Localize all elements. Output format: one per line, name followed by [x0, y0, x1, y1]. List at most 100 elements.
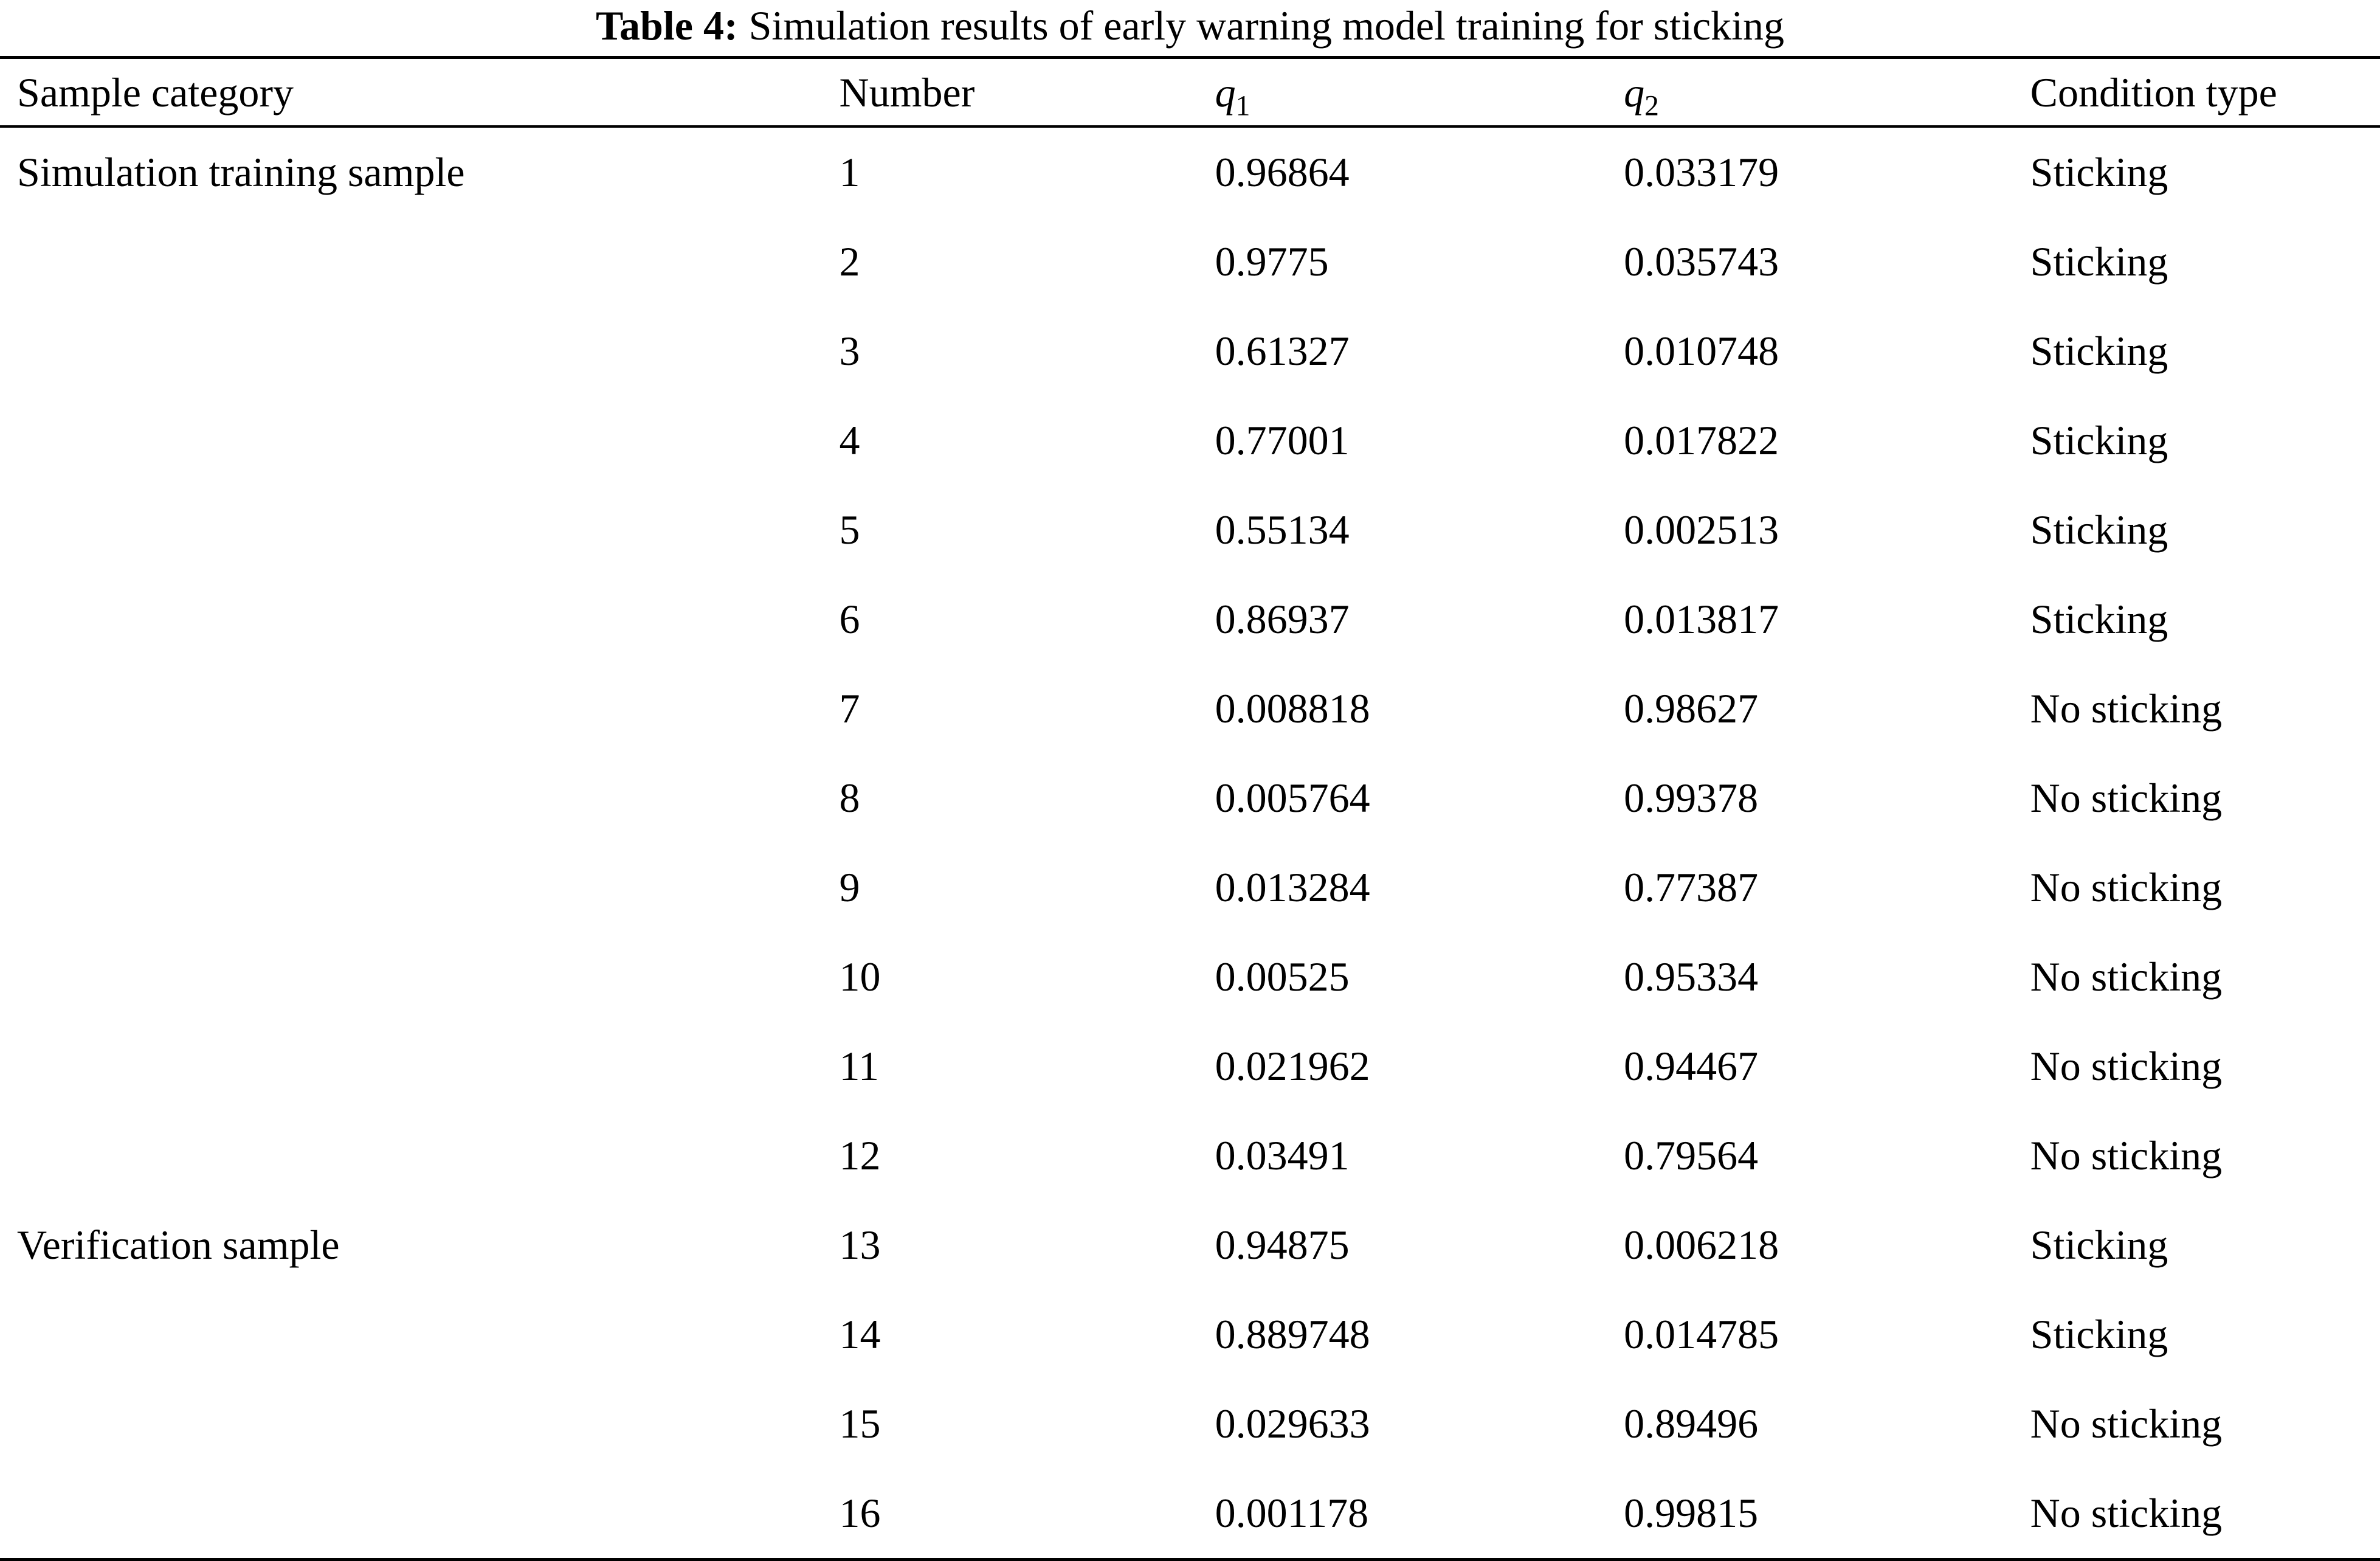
cell-number: 6 [839, 596, 860, 642]
cell-condition-type: No sticking [2030, 685, 2223, 732]
cell-q2: 0.033179 [1624, 149, 1779, 195]
cell-q1: 0.61327 [1215, 328, 1350, 374]
cell-sample-category: Simulation training sample [17, 149, 465, 195]
table-row: 9 0.013284 0.77387 No sticking [0, 843, 2380, 932]
cell-sample-category [0, 217, 840, 306]
cell-q1: 0.94875 [1215, 1222, 1350, 1268]
table-row: 7 0.008818 0.98627 No sticking [0, 664, 2380, 753]
cell-number: 9 [839, 864, 860, 910]
cell-sample-category [0, 306, 840, 396]
table-row: 16 0.001178 0.99815 No sticking [0, 1469, 2380, 1560]
cell-q2: 0.006218 [1624, 1222, 1779, 1268]
table-row: 5 0.55134 0.002513 Sticking [0, 485, 2380, 575]
cell-condition-type: No sticking [2030, 864, 2223, 910]
cell-q2: 0.98627 [1624, 685, 1759, 732]
cell-sample-category [0, 1469, 840, 1560]
cell-q2: 0.95334 [1624, 954, 1759, 1000]
table-row: 3 0.61327 0.010748 Sticking [0, 306, 2380, 396]
cell-q1: 0.005764 [1215, 775, 1370, 821]
cell-q1: 0.001178 [1215, 1490, 1369, 1536]
cell-condition-type: Sticking [2030, 238, 2168, 285]
q1-subscript: 1 [1235, 90, 1250, 122]
table-row: 8 0.005764 0.99378 No sticking [0, 753, 2380, 843]
cell-sample-category [0, 485, 840, 575]
cell-condition-type: No sticking [2030, 1400, 2223, 1447]
cell-condition-type: Sticking [2030, 1222, 2168, 1268]
cell-q1: 0.86937 [1215, 596, 1350, 642]
cell-q2: 0.94467 [1624, 1043, 1759, 1089]
cell-q1: 0.029633 [1215, 1400, 1370, 1447]
table-row: 12 0.03491 0.79564 No sticking [0, 1111, 2380, 1200]
cell-sample-category [0, 664, 840, 753]
header-row: Sample category Number q1 q2 Condition t… [0, 57, 2380, 127]
cell-q1: 0.55134 [1215, 507, 1350, 553]
cell-number: 12 [839, 1132, 881, 1179]
cell-number: 14 [839, 1311, 881, 1357]
table-header: Sample category Number q1 q2 Condition t… [0, 57, 2380, 127]
cell-sample-category [0, 1290, 840, 1379]
column-header-sample-category: Sample category [17, 69, 294, 116]
table-body: Simulation training sample 1 0.96864 0.0… [0, 126, 2380, 1560]
table-row: 11 0.021962 0.94467 No sticking [0, 1022, 2380, 1111]
cell-number: 1 [839, 149, 860, 195]
table-row: 6 0.86937 0.013817 Sticking [0, 575, 2380, 664]
cell-q1: 0.00525 [1215, 954, 1350, 1000]
cell-condition-type: Sticking [2030, 328, 2168, 374]
cell-number: 13 [839, 1222, 881, 1268]
cell-sample-category: Verification sample [17, 1222, 340, 1268]
cell-q2: 0.014785 [1624, 1311, 1779, 1357]
cell-q2: 0.017822 [1624, 417, 1779, 463]
cell-q2: 0.77387 [1624, 864, 1759, 910]
cell-sample-category [0, 1111, 840, 1200]
column-header-q2: q2 [1624, 58, 2030, 127]
table-row: 10 0.00525 0.95334 No sticking [0, 932, 2380, 1022]
cell-q2: 0.89496 [1624, 1400, 1759, 1447]
cell-number: 11 [839, 1043, 880, 1089]
cell-q1: 0.008818 [1215, 685, 1370, 732]
cell-q2: 0.99815 [1624, 1490, 1759, 1536]
column-header-number: Number [839, 69, 975, 116]
cell-sample-category [0, 843, 840, 932]
column-header-q1: q1 [1215, 58, 1624, 127]
cell-number: 3 [839, 328, 860, 374]
cell-condition-type: No sticking [2030, 1490, 2223, 1536]
cell-q1: 0.889748 [1215, 1311, 1370, 1357]
cell-sample-category [0, 1022, 840, 1111]
cell-number: 7 [839, 685, 860, 732]
cell-number: 10 [839, 954, 881, 1000]
cell-q1: 0.03491 [1215, 1132, 1350, 1179]
cell-number: 16 [839, 1490, 881, 1536]
cell-q2: 0.013817 [1624, 596, 1779, 642]
cell-sample-category [0, 1379, 840, 1469]
table-row: 2 0.9775 0.035743 Sticking [0, 217, 2380, 306]
cell-q2: 0.79564 [1624, 1132, 1759, 1179]
cell-condition-type: No sticking [2030, 775, 2223, 821]
cell-number: 2 [839, 238, 860, 285]
q2-base-label: q [1624, 69, 1645, 116]
cell-q2: 0.99378 [1624, 775, 1759, 821]
cell-sample-category [0, 753, 840, 843]
cell-number: 4 [839, 417, 860, 463]
cell-sample-category [0, 396, 840, 485]
table-row: 15 0.029633 0.89496 No sticking [0, 1379, 2380, 1469]
cell-number: 8 [839, 775, 860, 821]
cell-q1: 0.77001 [1215, 417, 1350, 463]
cell-condition-type: No sticking [2030, 954, 2223, 1000]
cell-q2: 0.035743 [1624, 238, 1779, 285]
cell-condition-type: Sticking [2030, 507, 2168, 553]
cell-sample-category [0, 575, 840, 664]
cell-condition-type: Sticking [2030, 417, 2168, 463]
cell-number: 15 [839, 1400, 881, 1447]
q2-subscript: 2 [1644, 90, 1659, 122]
table-title-label: Table 4: [595, 2, 738, 49]
cell-sample-category [0, 932, 840, 1022]
table-title: Table 4: Simulation results of early warn… [0, 0, 2380, 56]
cell-condition-type: Sticking [2030, 596, 2168, 642]
column-header-condition-type: Condition type [2030, 69, 2277, 116]
cell-condition-type: No sticking [2030, 1043, 2223, 1089]
cell-q1: 0.9775 [1215, 238, 1329, 285]
q1-base-label: q [1215, 69, 1236, 116]
cell-q1: 0.013284 [1215, 864, 1370, 910]
cell-condition-type: No sticking [2030, 1132, 2223, 1179]
